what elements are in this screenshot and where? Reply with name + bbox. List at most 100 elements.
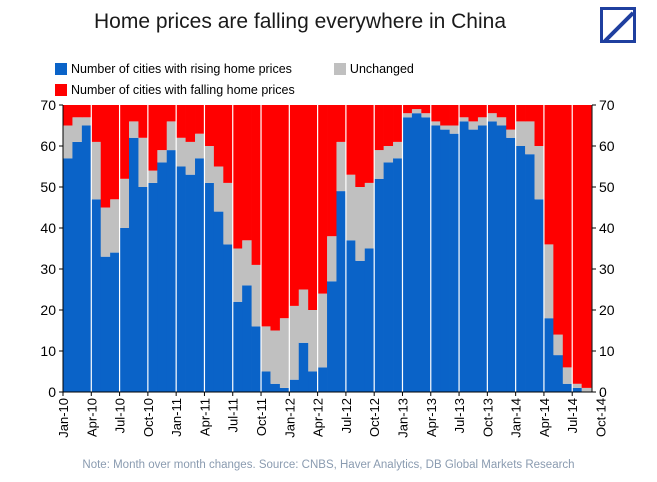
x-tick-label: Jan-10 — [56, 398, 71, 438]
bar-segment — [468, 129, 479, 392]
y-tick-label-left: 60 — [40, 138, 56, 154]
y-tick-label-left: 40 — [40, 220, 56, 236]
bar-segment — [279, 387, 290, 392]
x-tick-label: Oct-11 — [254, 398, 269, 436]
bar-segment — [440, 129, 450, 392]
bar-segment — [91, 141, 102, 200]
bar-segment — [289, 105, 300, 306]
bar-segment — [506, 129, 516, 138]
bar-segment — [534, 105, 545, 146]
bar-segment — [402, 113, 413, 118]
bar-segment — [72, 141, 83, 392]
chart-title: Home prices are falling everywhere in Ch… — [93, 10, 507, 33]
x-tick-label: Jul-12 — [339, 398, 354, 433]
bar-segment — [364, 105, 375, 183]
bar-segment — [232, 301, 243, 392]
bar-segment — [213, 211, 224, 392]
bar-segment — [402, 117, 413, 393]
bar-segment — [440, 105, 450, 126]
bar-segment — [176, 166, 186, 392]
y-tick-label-right: 30 — [599, 261, 615, 277]
bar-segment — [157, 162, 168, 392]
y-tick-label-left: 0 — [48, 384, 56, 400]
bar-segment — [166, 121, 177, 151]
bar-segment — [119, 105, 130, 179]
legend: Number of cities with rising home prices… — [55, 58, 456, 100]
bar-segment — [270, 383, 281, 392]
bar-segment — [251, 326, 262, 392]
bar-segment — [525, 121, 535, 155]
bar-segment — [525, 105, 535, 122]
bar-segment — [204, 146, 215, 183]
bar-segment — [147, 105, 158, 171]
bar-segment — [487, 113, 498, 122]
bar-segment — [317, 293, 328, 368]
bar-segment — [327, 236, 337, 282]
bar-segment — [411, 109, 422, 114]
x-tick-label: Jan-14 — [509, 398, 524, 438]
bar-segment — [204, 105, 215, 146]
bar-segment — [393, 158, 403, 392]
bar-segment — [63, 158, 73, 392]
x-tick-label: Jan-12 — [282, 398, 297, 438]
bar-segment — [327, 281, 337, 392]
bar-segment — [289, 305, 300, 380]
y-tick-label-right: 10 — [599, 343, 615, 359]
bar-segment — [138, 105, 149, 138]
y-tick-label-right: 0 — [599, 384, 607, 400]
bar-segment — [468, 105, 479, 122]
bar-segment — [195, 133, 205, 159]
bar-segment — [449, 105, 460, 126]
bar-segment — [543, 244, 554, 319]
bar-segment — [100, 105, 111, 208]
bar-segment — [317, 105, 328, 294]
bar-segment — [91, 105, 102, 142]
bar-segment — [402, 105, 413, 114]
bar-segment — [553, 334, 564, 356]
bar-segment — [411, 113, 422, 392]
y-tick-label-left: 10 — [40, 343, 56, 359]
x-tick-label: Jul-11 — [226, 398, 241, 432]
bar-segment — [279, 318, 290, 388]
bar-segment — [336, 141, 347, 192]
bar-segment — [572, 105, 582, 384]
bar-segment — [147, 182, 158, 392]
bar-segment — [242, 240, 252, 286]
bar-segment — [468, 121, 479, 130]
y-tick-label-right: 20 — [599, 302, 615, 318]
bar-segment — [393, 141, 403, 159]
bar-segment — [223, 182, 234, 245]
x-tick-label: Jul-10 — [113, 398, 128, 433]
bar-segment — [477, 125, 488, 392]
bar-segment — [72, 117, 83, 142]
legend-item-rising: Number of cities with rising home prices — [55, 62, 292, 76]
bar-segment — [308, 310, 318, 372]
bar-segment — [166, 105, 177, 122]
x-tick-label: Oct-10 — [141, 398, 156, 437]
bar-segment — [421, 113, 432, 118]
bar-segment — [345, 240, 356, 392]
legend-label-rising: Number of cities with rising home prices — [71, 61, 292, 76]
bar-segment — [270, 330, 281, 384]
bar-segment — [345, 174, 356, 241]
bar-segment — [261, 326, 271, 372]
x-tick-label: Oct-14 — [594, 398, 609, 437]
bar-segment — [430, 105, 441, 122]
bar-segment — [449, 133, 460, 392]
bar-segment — [459, 117, 469, 122]
bar-segment — [147, 170, 158, 183]
bar-segment — [440, 125, 450, 130]
bar-segment — [176, 105, 186, 138]
bar-segment — [100, 207, 111, 257]
bar-segment — [213, 105, 224, 167]
bar-segment — [553, 105, 564, 335]
x-tick-label: Jan-11 — [169, 398, 184, 437]
bar-segment — [213, 166, 224, 212]
x-tick-label: Oct-13 — [480, 398, 495, 437]
bar-segment — [355, 187, 366, 261]
x-tick-label: Apr-12 — [311, 398, 326, 437]
bar-segment — [534, 146, 545, 200]
bar-segment — [487, 121, 498, 393]
bar-segment — [515, 105, 526, 122]
